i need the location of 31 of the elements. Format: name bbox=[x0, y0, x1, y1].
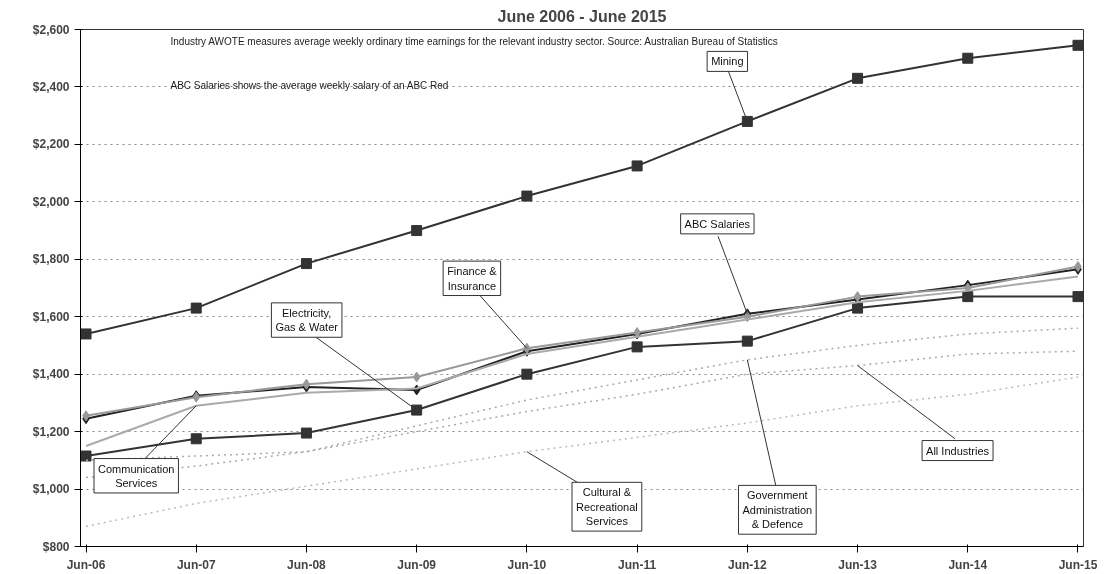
x-tick-label: Jun-10 bbox=[507, 557, 547, 572]
y-tick-label: $800 bbox=[42, 539, 70, 554]
y-tick-label: $1,200 bbox=[32, 424, 70, 439]
annotation: Communication Services bbox=[98, 462, 175, 489]
y-tick-label: $1,600 bbox=[32, 309, 70, 324]
annotation: Finance & Insurance bbox=[447, 265, 498, 292]
y-tick-label: $2,200 bbox=[32, 137, 70, 152]
x-tick-label: Jun-13 bbox=[838, 557, 878, 572]
annotation: ABC Salaries bbox=[684, 217, 751, 230]
y-tick-label: $2,600 bbox=[32, 22, 70, 37]
annotation: ABC Salaries shows the average weekly salary of an ABC Red bbox=[170, 79, 449, 91]
chart-title: June 2006 - June 2015 bbox=[497, 7, 667, 25]
y-tick-label: $1,000 bbox=[32, 482, 70, 497]
y-tick-label: $2,000 bbox=[32, 194, 70, 209]
annotation: All Industries bbox=[926, 444, 990, 457]
x-tick-label: Jun-07 bbox=[176, 557, 216, 572]
y-tick-label: $2,400 bbox=[32, 79, 70, 94]
annotation: Mining bbox=[711, 55, 744, 68]
y-tick-label: $1,800 bbox=[32, 252, 70, 267]
x-tick-label: Jun-11 bbox=[618, 557, 657, 572]
y-tick-label: $1,400 bbox=[32, 367, 70, 382]
annotation: Electricity, Gas & Water bbox=[275, 306, 339, 334]
x-tick-label: Jun-09 bbox=[397, 557, 437, 572]
x-tick-label: Jun-14 bbox=[948, 557, 988, 572]
annotation: Government Administration & Defence bbox=[742, 489, 813, 531]
x-tick-label: Jun-06 bbox=[66, 557, 106, 572]
x-tick-label: Jun-15 bbox=[1058, 557, 1098, 572]
x-tick-label: Jun-12 bbox=[727, 557, 767, 572]
annotation: Cultural & Recreational Services bbox=[576, 486, 638, 528]
x-tick-label: Jun-08 bbox=[287, 557, 327, 572]
annotation: Industry AWOTE measures average weekly ordinary time earnings for the relevant industry sector. Source: Australian Bureau of Statistics bbox=[170, 35, 778, 47]
